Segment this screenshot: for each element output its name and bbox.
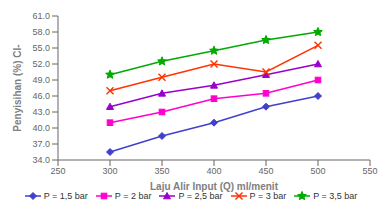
html-text:P = 1,5 bar: P = 1,5 bar <box>43 191 88 201</box>
svg-text:500: 500 <box>310 166 325 176</box>
svg-text:Penyisihan (%) Cl-: Penyisihan (%) Cl- <box>12 44 23 131</box>
svg-text:450: 450 <box>258 166 273 176</box>
svg-text:Laju Alir Input (Q) ml/menit: Laju Alir Input (Q) ml/menit <box>150 181 279 192</box>
svg-text:300: 300 <box>102 166 117 176</box>
html-text:P = 3 bar: P = 3 bar <box>249 191 287 201</box>
html-text:P = 2,5 bar: P = 2,5 bar <box>178 191 223 201</box>
svg-text:58.0: 58.0 <box>32 27 50 37</box>
svg-text:52.0: 52.0 <box>32 59 50 69</box>
svg-text:40.0: 40.0 <box>32 123 50 133</box>
svg-text:550: 550 <box>362 166 377 176</box>
svg-text:49.0: 49.0 <box>32 75 50 85</box>
html-text:P = 3,5 bar: P = 3,5 bar <box>313 191 358 201</box>
svg-text:43.0: 43.0 <box>32 107 50 117</box>
svg-text:55.0: 55.0 <box>32 43 50 53</box>
svg-text:250: 250 <box>50 166 65 176</box>
svg-text:46.0: 46.0 <box>32 91 50 101</box>
html-text:P = 2 bar: P = 2 bar <box>114 191 152 201</box>
svg-text:61.0: 61.0 <box>32 11 50 21</box>
svg-text:37.0: 37.0 <box>32 139 50 149</box>
svg-text:350: 350 <box>154 166 169 176</box>
svg-text:400: 400 <box>206 166 221 176</box>
svg-text:34.0: 34.0 <box>32 155 50 165</box>
